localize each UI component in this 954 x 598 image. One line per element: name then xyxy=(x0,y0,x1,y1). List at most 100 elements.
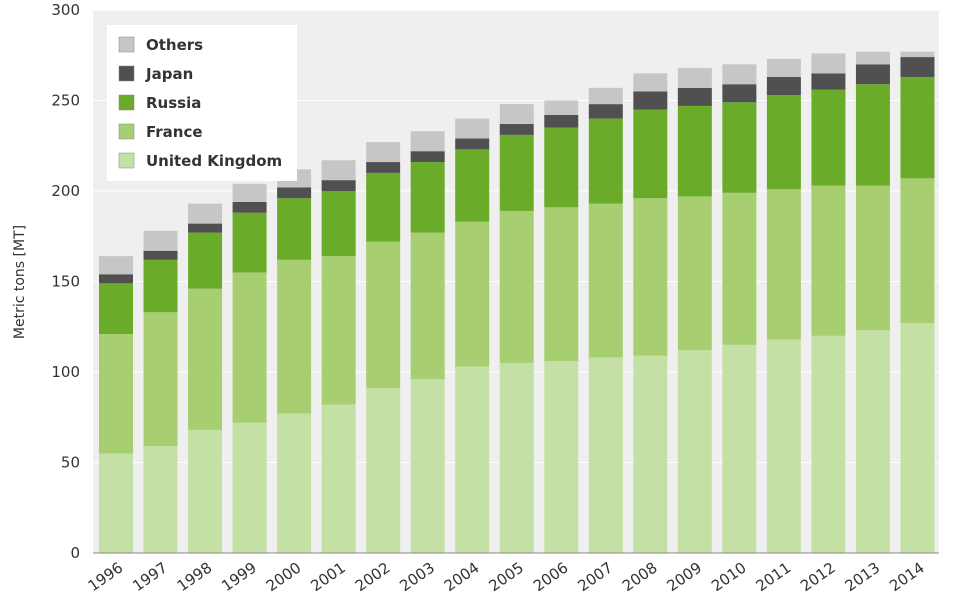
bar-segment-united-kingdom xyxy=(766,339,801,553)
bar-segment-japan xyxy=(722,84,757,103)
y-tick-label: 150 xyxy=(51,273,80,291)
bar-segment-japan xyxy=(143,250,178,260)
legend-swatch xyxy=(118,123,135,140)
x-tick-label: 2008 xyxy=(619,559,661,596)
legend-box xyxy=(107,25,297,181)
bar-segment-others xyxy=(588,87,623,105)
bar-segment-russia xyxy=(499,134,534,211)
x-tick-label: 2012 xyxy=(797,559,839,596)
bar-segment-united-kingdom xyxy=(232,422,267,553)
bar-segment-russia xyxy=(232,212,267,273)
bar-segment-russia xyxy=(143,259,178,313)
bar-segment-russia xyxy=(588,118,623,204)
bar-segment-france xyxy=(766,189,801,340)
x-tick-label: 2011 xyxy=(753,559,795,596)
bar-segment-russia xyxy=(677,105,712,197)
legend-swatch xyxy=(118,152,135,169)
x-tick-label: 2006 xyxy=(530,559,572,596)
bar-segment-japan xyxy=(366,162,401,173)
bar-segment-others xyxy=(633,73,668,92)
bar-segment-russia xyxy=(277,198,312,260)
bar-segment-united-kingdom xyxy=(811,335,846,553)
bar-segment-russia xyxy=(855,84,890,186)
bar-segment-others xyxy=(677,67,712,88)
bar-segment-japan xyxy=(188,223,223,233)
legend-swatch xyxy=(118,36,135,53)
bar-segment-japan xyxy=(499,124,534,135)
bar-segment-france xyxy=(633,198,668,356)
bar-segment-japan xyxy=(544,114,579,128)
bar-segment-france xyxy=(188,288,223,430)
bar-segment-france xyxy=(277,259,312,414)
bar-segment-france xyxy=(900,178,935,324)
x-tick-label: 2013 xyxy=(842,559,884,596)
legend-label: Others xyxy=(146,36,203,54)
legend-label: Russia xyxy=(146,94,201,112)
bar-segment-russia xyxy=(188,232,223,289)
bar-segment-united-kingdom xyxy=(499,362,534,553)
bar-segment-others xyxy=(366,142,401,163)
y-tick-label: 300 xyxy=(51,1,80,19)
bar-segment-others xyxy=(855,51,890,65)
bar-segment-japan xyxy=(766,76,801,96)
bar-segment-japan xyxy=(677,87,712,106)
bar-segment-united-kingdom xyxy=(143,446,178,553)
bar-segment-france xyxy=(855,185,890,331)
x-tick-label: 2007 xyxy=(574,559,616,596)
bar-segment-others xyxy=(811,53,846,74)
bar-segment-united-kingdom xyxy=(410,379,445,553)
bar-segment-france xyxy=(232,272,267,423)
bar-segment-others xyxy=(722,64,757,85)
legend-swatch xyxy=(118,94,135,111)
x-tick-label: 1998 xyxy=(174,559,216,596)
bar-segment-russia xyxy=(366,172,401,242)
x-tick-label: 2003 xyxy=(396,559,438,596)
bar-segment-japan xyxy=(277,187,312,199)
x-tick-label: 2014 xyxy=(886,559,928,596)
bar-segment-russia xyxy=(811,89,846,186)
bar-segment-france xyxy=(321,256,356,405)
bar-segment-others xyxy=(900,51,935,58)
bar-segment-united-kingdom xyxy=(455,366,490,553)
bar-segment-united-kingdom xyxy=(722,344,757,553)
bar-segment-japan xyxy=(588,104,623,119)
bar-segment-france xyxy=(588,203,623,358)
bar-segment-united-kingdom xyxy=(321,404,356,553)
y-tick-label: 50 xyxy=(61,454,80,472)
x-tick-label: 2001 xyxy=(307,559,349,596)
bar-segment-others xyxy=(410,131,445,152)
bar-segment-france xyxy=(410,232,445,380)
bar-segment-united-kingdom xyxy=(588,357,623,553)
x-tick-label: 1996 xyxy=(85,559,127,596)
bar-segment-france xyxy=(143,312,178,447)
x-tick-label: 2000 xyxy=(263,559,305,596)
bar-segment-russia xyxy=(766,95,801,190)
bar-segment-others xyxy=(188,203,223,224)
bar-segment-united-kingdom xyxy=(366,388,401,553)
bar-segment-japan xyxy=(321,180,356,191)
x-tick-label: 2002 xyxy=(352,559,394,596)
bar-segment-france xyxy=(811,185,846,336)
bar-segment-japan xyxy=(855,64,890,85)
bar-segment-others xyxy=(544,100,579,115)
bar-segment-united-kingdom xyxy=(188,429,223,553)
x-tick-labels: 1996 1997 1998 1999 2000 2001 2002 2003 2004 2005… xyxy=(85,559,928,596)
bar-segment-others xyxy=(321,160,356,181)
legend-label: France xyxy=(146,123,203,141)
bar-segment-japan xyxy=(633,91,668,110)
bar-segment-russia xyxy=(99,283,133,334)
legend-swatch xyxy=(118,65,135,82)
bar-segment-russia xyxy=(900,76,935,179)
bar-segment-others xyxy=(766,58,801,77)
bar-segment-france xyxy=(455,221,490,367)
bar-segment-united-kingdom xyxy=(855,330,890,553)
legend-label: Japan xyxy=(145,65,193,83)
bar-segment-united-kingdom xyxy=(677,350,712,553)
bar-segment-france xyxy=(99,333,133,454)
bar-segment-russia xyxy=(410,162,445,233)
x-tick-label: 1999 xyxy=(218,559,260,596)
bar-segment-france xyxy=(544,207,579,362)
bar-segment-japan xyxy=(811,73,846,90)
bar-segment-russia xyxy=(722,102,757,193)
